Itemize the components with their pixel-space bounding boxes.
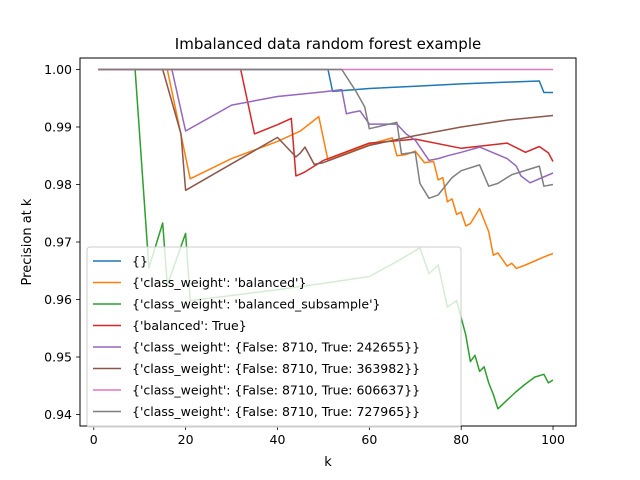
x-tick-label: 0 — [90, 432, 98, 447]
x-tick-label: 40 — [270, 432, 286, 447]
series-line-7 — [98, 68, 554, 200]
legend-label-6: {'class_weight': {False: 8710, True: 606… — [132, 383, 420, 398]
chart-title: Imbalanced data random forest example — [175, 35, 481, 53]
y-tick-label: 1.00 — [44, 62, 72, 77]
y-tick-label: 0.94 — [44, 407, 72, 422]
series-line-3 — [98, 68, 554, 177]
legend: {} {'class_weight': 'balanced'} {'class_we… — [86, 246, 462, 428]
legend-label-2: {'class_weight': 'balanced_subsample'} — [132, 297, 380, 312]
y-axis: 0.94 0.95 0.96 0.97 0.98 0.99 1.00 — [44, 62, 80, 422]
series-line-0 — [98, 68, 553, 94]
x-tick-label: 60 — [361, 432, 377, 447]
x-tick-label: 20 — [178, 432, 194, 447]
legend-label-7: {'class_weight': {False: 8710, True: 727… — [132, 404, 420, 419]
series-line-5 — [98, 68, 554, 192]
legend-label-1: {'class_weight': 'balanced'} — [132, 275, 306, 290]
y-tick-label: 0.95 — [44, 350, 72, 365]
y-axis-label: Precision at k — [20, 198, 35, 285]
series-line-1 — [98, 68, 554, 270]
x-tick-label: 100 — [541, 432, 565, 447]
y-tick-label: 0.98 — [44, 177, 72, 192]
legend-label-5: {'class_weight': {False: 8710, True: 363… — [132, 361, 420, 376]
y-tick-label: 0.97 — [44, 235, 72, 250]
x-axis-label: k — [324, 455, 332, 470]
legend-box — [86, 246, 462, 428]
x-tick-label: 80 — [453, 432, 469, 447]
legend-label-0: {} — [132, 254, 148, 269]
legend-label-3: {'balanced': True} — [132, 318, 247, 333]
series-line-4 — [98, 68, 554, 184]
y-tick-label: 0.96 — [44, 292, 72, 307]
legend-label-4: {'class_weight': {False: 8710, True: 242… — [132, 340, 420, 355]
y-tick-label: 0.99 — [44, 120, 72, 135]
